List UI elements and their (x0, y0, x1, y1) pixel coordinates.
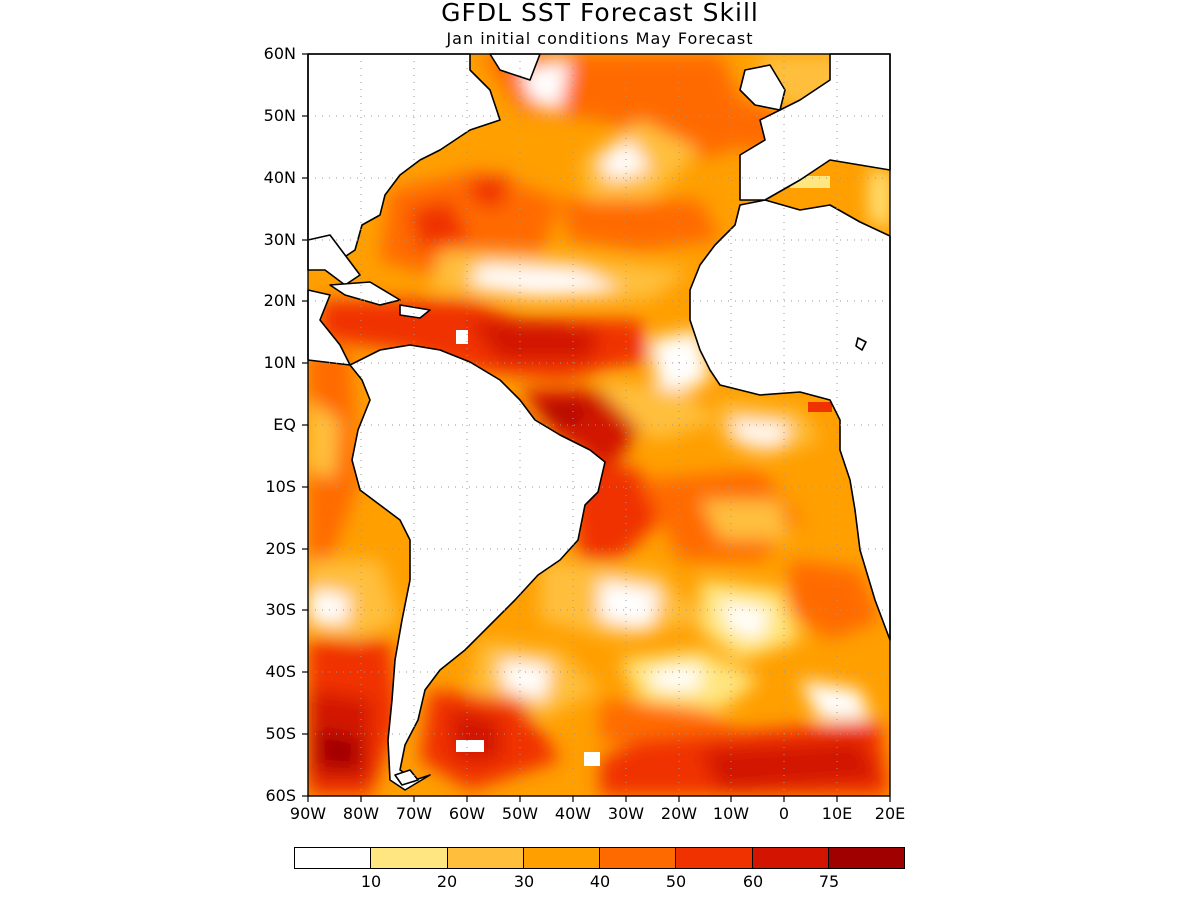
colorbar-label: 75 (818, 872, 840, 891)
lon-label: 60W (448, 804, 486, 823)
map-ticks (302, 53, 891, 802)
europe-landmass (739, 53, 891, 201)
map-title: GFDL SST Forecast Skill (441, 0, 759, 27)
colorbar-label: 40 (589, 872, 611, 891)
lat-label: 10S (265, 477, 296, 496)
south-america-landmass (349, 344, 606, 791)
lon-label: 10E (821, 804, 853, 823)
lon-label: 30W (607, 804, 645, 823)
colorbar-label: 30 (513, 872, 535, 891)
lat-label: 40N (263, 168, 296, 187)
lon-label: 20W (660, 804, 698, 823)
lat-label: EQ (273, 415, 296, 434)
colorbar-box (447, 848, 524, 868)
colorbar-box (828, 848, 904, 868)
colorbar-box (523, 848, 600, 868)
lon-label: 40W (554, 804, 592, 823)
colorbar-box (752, 848, 829, 868)
lon-label: 20E (874, 804, 906, 823)
map-grid (308, 54, 890, 796)
lon-label: 80W (342, 804, 380, 823)
land-masses (307, 53, 891, 791)
colorbar-box (600, 848, 677, 868)
lat-label: 50S (265, 724, 296, 743)
lat-label: 30S (265, 600, 296, 619)
colorbar-box (676, 848, 753, 868)
lon-label: 50W (501, 804, 539, 823)
map-subtitle: Jan initial conditions May Forecast (446, 29, 754, 48)
skill-patches (308, 54, 890, 796)
lat-label: 50N (263, 106, 296, 125)
colorbar-label: 10 (360, 872, 382, 891)
lat-label: 60S (265, 786, 296, 805)
lon-label: 90W (289, 804, 327, 823)
colorbar-box (371, 848, 448, 868)
colorbar-label: 20 (436, 872, 458, 891)
forecast-skill-map (302, 53, 891, 802)
lon-label: 10W (712, 804, 750, 823)
lat-label: 20N (263, 291, 296, 310)
lon-label: 0 (778, 804, 790, 823)
lat-label: 20S (265, 539, 296, 558)
colorbar-label: 50 (665, 872, 687, 891)
lat-label: 40S (265, 662, 296, 681)
colorbar-label: 60 (742, 872, 764, 891)
lat-label: 60N (263, 44, 296, 63)
lon-label: 70W (395, 804, 433, 823)
colorbar-box (295, 848, 372, 868)
lat-label: 30N (263, 230, 296, 249)
colorbar-legend (294, 847, 905, 869)
lat-label: 10N (263, 353, 296, 372)
